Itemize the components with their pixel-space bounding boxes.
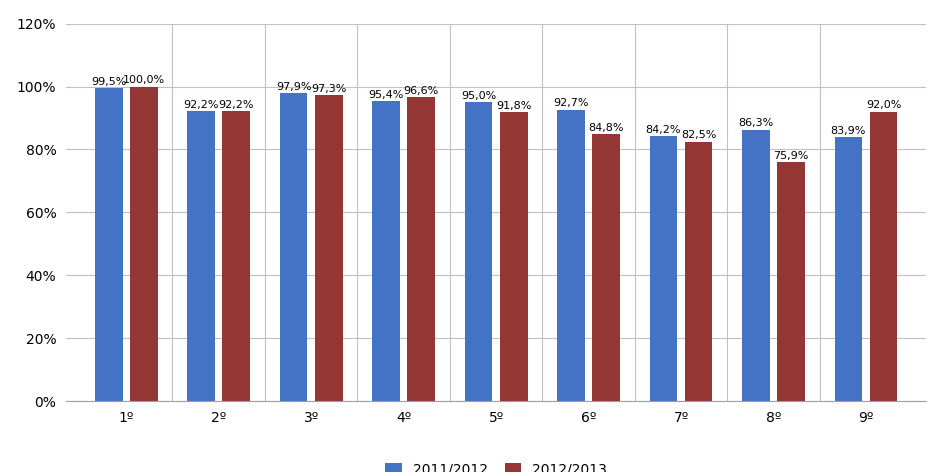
Text: 95,0%: 95,0% (461, 91, 496, 101)
Bar (834, 137, 861, 401)
Text: 95,4%: 95,4% (368, 90, 403, 100)
Bar (314, 95, 343, 401)
Text: 92,0%: 92,0% (865, 101, 901, 110)
Text: 97,9%: 97,9% (276, 82, 311, 92)
Bar (741, 130, 769, 401)
Bar (592, 135, 619, 401)
Text: 100,0%: 100,0% (123, 75, 164, 85)
Bar (499, 112, 527, 401)
Legend: 2011/2012, 2012/2013: 2011/2012, 2012/2013 (379, 457, 612, 472)
Bar (684, 142, 712, 401)
Bar (557, 110, 584, 401)
Text: 84,8%: 84,8% (588, 123, 623, 133)
Bar (372, 101, 399, 401)
Text: 83,9%: 83,9% (830, 126, 866, 136)
Bar (464, 102, 492, 401)
Text: 75,9%: 75,9% (772, 151, 808, 161)
Bar (222, 111, 250, 401)
Text: 91,8%: 91,8% (496, 101, 531, 111)
Text: 82,5%: 82,5% (681, 130, 716, 140)
Text: 92,2%: 92,2% (183, 100, 219, 110)
Bar (279, 93, 307, 401)
Bar (649, 136, 677, 401)
Text: 84,2%: 84,2% (645, 125, 681, 135)
Text: 92,2%: 92,2% (218, 100, 254, 110)
Bar (187, 111, 215, 401)
Text: 92,7%: 92,7% (552, 98, 588, 108)
Text: 97,3%: 97,3% (311, 84, 346, 94)
Bar (776, 162, 804, 401)
Bar (130, 86, 158, 401)
Bar (94, 88, 123, 401)
Bar (868, 112, 897, 401)
Bar (407, 97, 434, 401)
Text: 99,5%: 99,5% (91, 77, 126, 87)
Text: 86,3%: 86,3% (737, 118, 773, 128)
Text: 96,6%: 96,6% (403, 86, 438, 96)
